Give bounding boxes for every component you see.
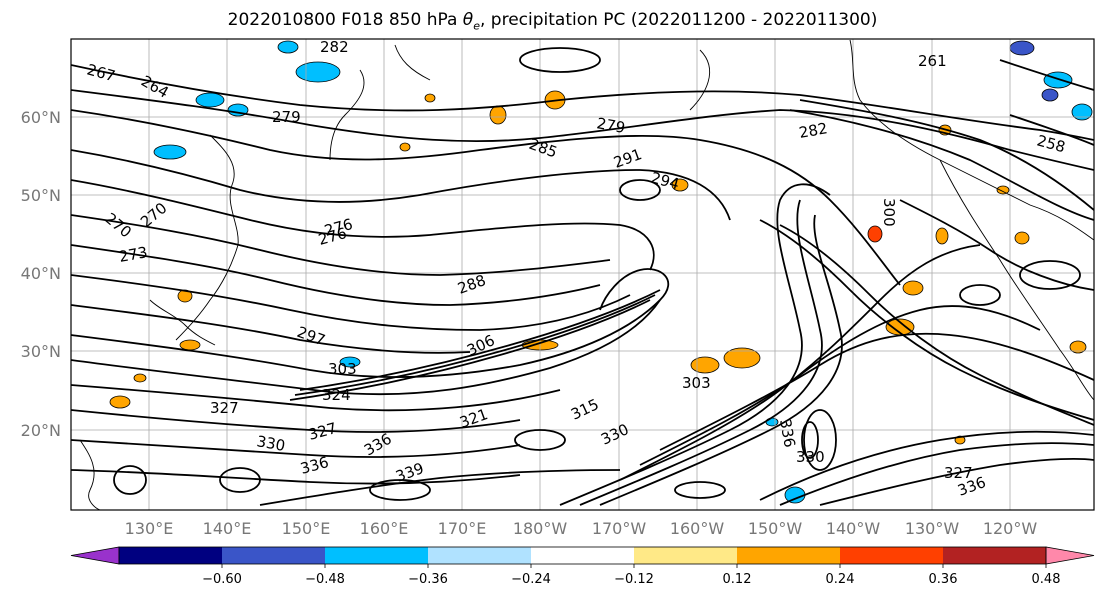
contour-label: 279 bbox=[595, 114, 626, 137]
lon-label: 150°W bbox=[748, 519, 803, 538]
lon-label: 170°E bbox=[438, 519, 487, 538]
lat-label: 60°N bbox=[21, 108, 61, 127]
colorbar-tick-label: −0.36 bbox=[408, 572, 448, 587]
colorbar-tick-label: 0.48 bbox=[1032, 572, 1061, 587]
contour-label: 330 bbox=[796, 448, 825, 466]
contour-label: 300 bbox=[880, 198, 898, 227]
contour-label: 327 bbox=[210, 399, 239, 417]
colorbar: −0.60 −0.48 −0.36 −0.24 −0.12 0.12 0.24 0.36 0.4… bbox=[70, 546, 1095, 587]
lon-labels: 130°E 140°E 150°E 160°E 170°E 180°W 170°… bbox=[125, 519, 1038, 538]
colorbar-tick-label: 0.24 bbox=[826, 572, 855, 587]
map-frame bbox=[70, 38, 1095, 511]
lon-label: 130°E bbox=[125, 519, 174, 538]
contour-label: 273 bbox=[118, 243, 149, 266]
lon-label: 160°W bbox=[670, 519, 725, 538]
colorbar-extend-high bbox=[1045, 546, 1095, 565]
lon-label: 150°E bbox=[282, 519, 331, 538]
lon-label: 120°W bbox=[983, 519, 1038, 538]
contour-label: 261 bbox=[918, 52, 947, 70]
lat-label: 30°N bbox=[21, 342, 61, 361]
contour-label: 282 bbox=[320, 38, 349, 56]
lat-label: 40°N bbox=[21, 264, 61, 283]
theta-e-contours bbox=[71, 47, 1094, 506]
contour-label: 336 bbox=[776, 418, 799, 449]
colorbar-segment bbox=[222, 547, 325, 564]
map-area bbox=[71, 39, 1094, 510]
colorbar-segment bbox=[119, 547, 222, 564]
contour-label: 282 bbox=[798, 119, 829, 142]
lat-label: 20°N bbox=[21, 421, 61, 440]
figure-title: 2022010800 F018 850 hPa θe, precipitatio… bbox=[0, 10, 1105, 32]
lat-label: 50°N bbox=[21, 186, 61, 205]
lon-label: 170°W bbox=[592, 519, 647, 538]
contour-label: 303 bbox=[328, 360, 357, 378]
lon-label: 140°E bbox=[203, 519, 252, 538]
contour-label: 279 bbox=[272, 108, 301, 126]
lon-label: 130°W bbox=[905, 519, 960, 538]
colorbar-segment bbox=[428, 547, 531, 564]
lat-labels: 60°N 50°N 40°N 30°N 20°N bbox=[21, 108, 61, 440]
colorbar-segment bbox=[943, 547, 1046, 564]
colorbar-segment bbox=[737, 547, 840, 564]
colorbar-tick-label: −0.24 bbox=[511, 572, 551, 587]
colorbar-tick-label: −0.60 bbox=[202, 572, 242, 587]
colorbar-segment bbox=[531, 547, 634, 564]
title-suffix: , precipitation PC (2022011200 - 2022011… bbox=[479, 10, 878, 30]
lon-label: 180°W bbox=[513, 519, 568, 538]
precip-shading bbox=[109, 40, 1093, 504]
colorbar-tick-label: 0.12 bbox=[723, 572, 752, 587]
lon-label: 140°W bbox=[826, 519, 881, 538]
contour-label: 324 bbox=[322, 386, 351, 404]
colorbar-tick-label: −0.48 bbox=[305, 572, 345, 587]
contour-label: 303 bbox=[682, 374, 711, 392]
lon-label: 160°E bbox=[360, 519, 409, 538]
colorbar-extend-low bbox=[70, 546, 120, 565]
title-sub: e bbox=[473, 19, 480, 33]
contour-label: 330 bbox=[255, 432, 286, 455]
title-prefix: 2022010800 F018 850 hPa bbox=[227, 10, 463, 30]
contour-label: 327 bbox=[944, 464, 973, 482]
colorbar-segment bbox=[634, 547, 737, 564]
colorbar-segment bbox=[325, 547, 428, 564]
colorbar-segment bbox=[840, 547, 943, 564]
colorbar-tick-label: 0.36 bbox=[929, 572, 958, 587]
colorbar-tick-label: −0.12 bbox=[614, 572, 654, 587]
title-theta: θ bbox=[462, 10, 474, 30]
colorbar-frame bbox=[118, 546, 1047, 565]
